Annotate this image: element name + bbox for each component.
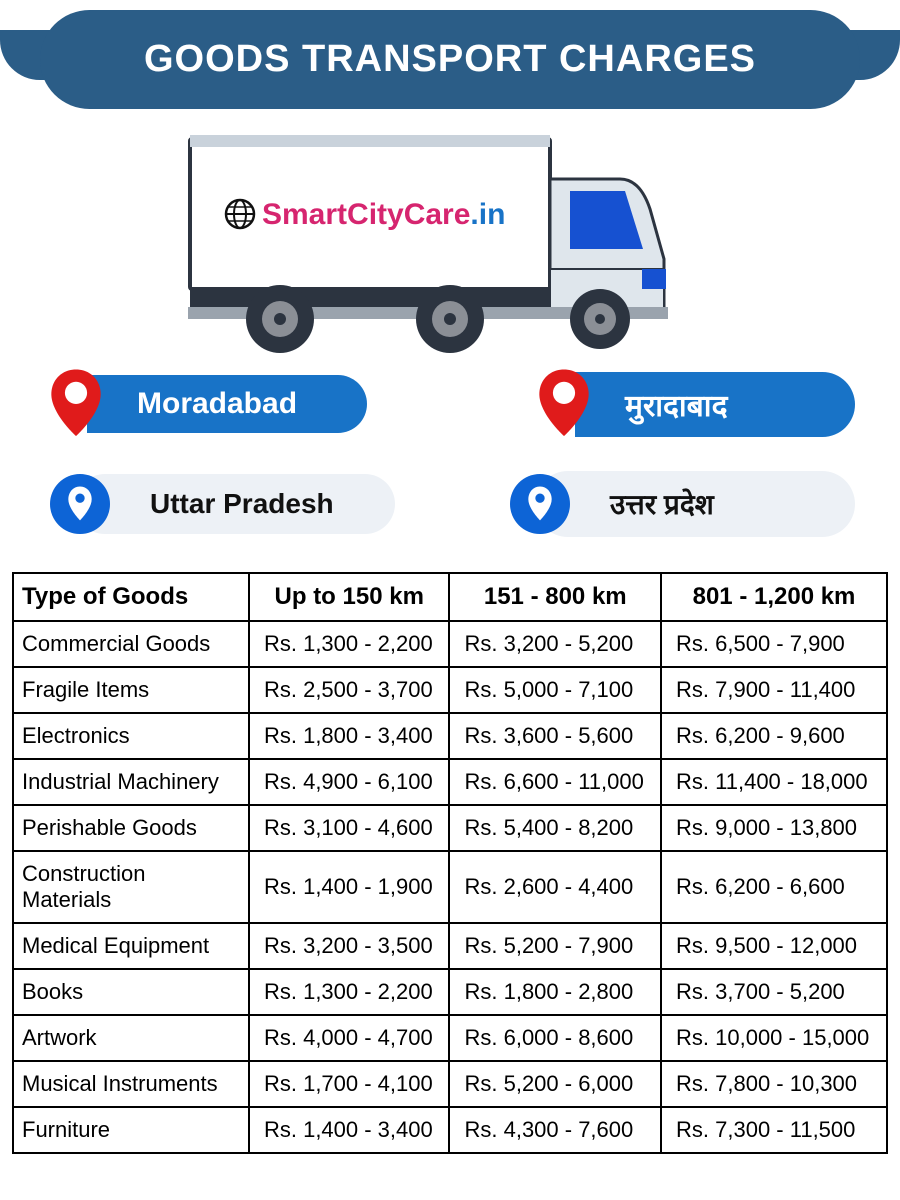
cell-price: Rs. 4,300 - 7,600 bbox=[449, 1107, 661, 1153]
city-en-item: Moradabad bbox=[45, 367, 367, 441]
table-header-row: Type of Goods Up to 150 km 151 - 800 km … bbox=[13, 573, 887, 621]
city-hi-chip: मुरादाबाद bbox=[575, 372, 855, 437]
cell-type: Musical Instruments bbox=[13, 1061, 249, 1107]
cell-type: Perishable Goods bbox=[13, 805, 249, 851]
cell-price: Rs. 1,800 - 2,800 bbox=[449, 969, 661, 1015]
table-row: Industrial MachineryRs. 4,900 - 6,100Rs.… bbox=[13, 759, 887, 805]
cell-price: Rs. 1,400 - 3,400 bbox=[249, 1107, 450, 1153]
cell-price: Rs. 10,000 - 15,000 bbox=[661, 1015, 887, 1061]
table-row: ArtworkRs. 4,000 - 4,700Rs. 6,000 - 8,60… bbox=[13, 1015, 887, 1061]
cell-price: Rs. 5,200 - 6,000 bbox=[449, 1061, 661, 1107]
table-row: Musical InstrumentsRs. 1,700 - 4,100Rs. … bbox=[13, 1061, 887, 1107]
pin-white-icon bbox=[66, 485, 94, 523]
table-body: Commercial GoodsRs. 1,300 - 2,200Rs. 3,2… bbox=[13, 621, 887, 1153]
cell-price: Rs. 3,200 - 5,200 bbox=[449, 621, 661, 667]
cell-price: Rs. 7,900 - 11,400 bbox=[661, 667, 887, 713]
cell-price: Rs. 9,500 - 12,000 bbox=[661, 923, 887, 969]
table-row: Perishable GoodsRs. 3,100 - 4,600Rs. 5,4… bbox=[13, 805, 887, 851]
table-row: Commercial GoodsRs. 1,300 - 2,200Rs. 3,2… bbox=[13, 621, 887, 667]
table-row: Fragile ItemsRs. 2,500 - 3,700Rs. 5,000 … bbox=[13, 667, 887, 713]
cell-type: Artwork bbox=[13, 1015, 249, 1061]
state-en-item: Uttar Pradesh bbox=[45, 471, 395, 537]
state-hi-item: उत्तर प्रदेश bbox=[505, 471, 855, 537]
cell-price: Rs. 3,200 - 3,500 bbox=[249, 923, 450, 969]
cell-price: Rs. 1,400 - 1,900 bbox=[249, 851, 450, 923]
svg-text:SmartCityCare.in: SmartCityCare.in bbox=[262, 198, 505, 231]
city-row: Moradabad मुरादाबाद bbox=[0, 367, 900, 441]
state-en-chip: Uttar Pradesh bbox=[75, 474, 395, 534]
table-row: ElectronicsRs. 1,800 - 3,400Rs. 3,600 - … bbox=[13, 713, 887, 759]
cell-price: Rs. 4,900 - 6,100 bbox=[249, 759, 450, 805]
cell-price: Rs. 6,200 - 9,600 bbox=[661, 713, 887, 759]
cell-price: Rs. 3,700 - 5,200 bbox=[661, 969, 887, 1015]
location-circle-icon bbox=[510, 474, 570, 534]
cell-type: Electronics bbox=[13, 713, 249, 759]
cell-price: Rs. 7,300 - 11,500 bbox=[661, 1107, 887, 1153]
cell-price: Rs. 3,600 - 5,600 bbox=[449, 713, 661, 759]
cell-price: Rs. 1,300 - 2,200 bbox=[249, 621, 450, 667]
cell-price: Rs. 5,400 - 8,200 bbox=[449, 805, 661, 851]
table-row: FurnitureRs. 1,400 - 3,400Rs. 4,300 - 7,… bbox=[13, 1107, 887, 1153]
cell-price: Rs. 5,000 - 7,100 bbox=[449, 667, 661, 713]
brand-name-part1: SmartCityCare bbox=[262, 198, 470, 231]
col-range-2: 151 - 800 km bbox=[449, 573, 661, 621]
cell-price: Rs. 3,100 - 4,600 bbox=[249, 805, 450, 851]
map-pin-icon bbox=[45, 367, 107, 441]
cell-price: Rs. 1,800 - 3,400 bbox=[249, 713, 450, 759]
brand-name-part2: .in bbox=[470, 198, 505, 231]
city-en-chip: Moradabad bbox=[87, 375, 367, 433]
cell-type: Fragile Items bbox=[13, 667, 249, 713]
cell-type: Industrial Machinery bbox=[13, 759, 249, 805]
cell-price: Rs. 1,300 - 2,200 bbox=[249, 969, 450, 1015]
table-row: Construction MaterialsRs. 1,400 - 1,900R… bbox=[13, 851, 887, 923]
cell-price: Rs. 9,000 - 13,800 bbox=[661, 805, 887, 851]
location-circle-icon bbox=[50, 474, 110, 534]
cell-price: Rs. 7,800 - 10,300 bbox=[661, 1061, 887, 1107]
cell-type: Books bbox=[13, 969, 249, 1015]
table-row: BooksRs. 1,300 - 2,200Rs. 1,800 - 2,800R… bbox=[13, 969, 887, 1015]
page-title: GOODS TRANSPORT CHARGES bbox=[40, 10, 860, 109]
cell-price: Rs. 6,600 - 11,000 bbox=[449, 759, 661, 805]
cell-price: Rs. 6,500 - 7,900 bbox=[661, 621, 887, 667]
table-row: Medical EquipmentRs. 3,200 - 3,500Rs. 5,… bbox=[13, 923, 887, 969]
header: GOODS TRANSPORT CHARGES bbox=[0, 0, 900, 109]
cell-type: Medical Equipment bbox=[13, 923, 249, 969]
cell-price: Rs. 2,500 - 3,700 bbox=[249, 667, 450, 713]
state-row: Uttar Pradesh उत्तर प्रदेश bbox=[0, 471, 900, 537]
charges-table-wrap: Type of Goods Up to 150 km 151 - 800 km … bbox=[12, 572, 888, 1154]
truck-illustration: SmartCityCare.in bbox=[0, 119, 900, 359]
map-pin-icon bbox=[533, 367, 595, 441]
cell-price: Rs. 5,200 - 7,900 bbox=[449, 923, 661, 969]
cell-type: Construction Materials bbox=[13, 851, 249, 923]
cell-price: Rs. 11,400 - 18,000 bbox=[661, 759, 887, 805]
state-hi-chip: उत्तर प्रदेश bbox=[535, 471, 855, 537]
cell-type: Commercial Goods bbox=[13, 621, 249, 667]
cell-price: Rs. 2,600 - 4,400 bbox=[449, 851, 661, 923]
cell-price: Rs. 1,700 - 4,100 bbox=[249, 1061, 450, 1107]
col-type: Type of Goods bbox=[13, 573, 249, 621]
city-hi-item: मुरादाबाद bbox=[533, 367, 855, 441]
truck-icon: SmartCityCare.in bbox=[170, 119, 730, 359]
cell-price: Rs. 4,000 - 4,700 bbox=[249, 1015, 450, 1061]
pin-white-icon bbox=[526, 485, 554, 523]
col-range-1: Up to 150 km bbox=[249, 573, 450, 621]
cell-type: Furniture bbox=[13, 1107, 249, 1153]
charges-table: Type of Goods Up to 150 km 151 - 800 km … bbox=[12, 572, 888, 1154]
cell-price: Rs. 6,000 - 8,600 bbox=[449, 1015, 661, 1061]
cell-price: Rs. 6,200 - 6,600 bbox=[661, 851, 887, 923]
col-range-3: 801 - 1,200 km bbox=[661, 573, 887, 621]
